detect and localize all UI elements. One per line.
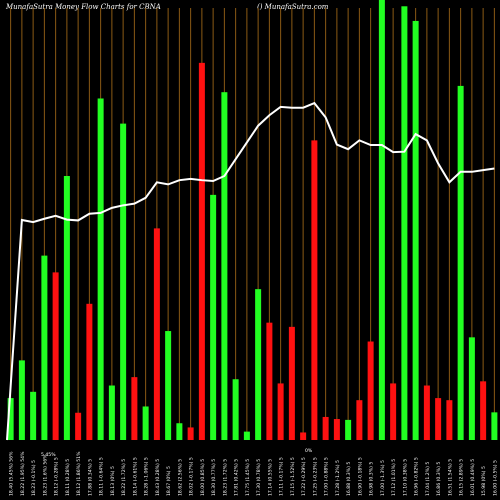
tick-label: 18.11 (-0.64%) 5: [99, 457, 105, 496]
tick-label: 17.30 (0.78%) 5: [256, 459, 262, 496]
trend-line-path: [6, 101, 495, 441]
bar: [131, 377, 138, 440]
bar: [142, 406, 149, 440]
tick-label: 18.14 (-0.61%) 5: [132, 457, 138, 496]
bar: [457, 85, 464, 441]
bar: [412, 20, 419, 440]
bar: [52, 272, 59, 440]
bars: [7, 0, 498, 441]
bar: [41, 255, 48, 440]
tick-label: 17.00 (-0.88%) 5: [324, 457, 330, 496]
change-annotation: 5.45%: [41, 452, 56, 458]
bar: [108, 385, 115, 440]
bar: [435, 398, 442, 440]
bar: [86, 303, 93, 440]
tick-label: 18.11 (0.28%) 5: [65, 459, 71, 496]
bar: [255, 289, 262, 440]
tick-label: 16.96 (-0.82%) 5: [414, 457, 420, 496]
bar: [468, 337, 475, 440]
tick-label: 18.12 (-0.28%) 5: [54, 457, 60, 496]
tick-label: 17.12 (1.01%) 5: [391, 459, 397, 496]
tick-label: 16.15 (2.89%) 5: [459, 459, 465, 496]
tick-label: 18.12 (1.86%) 51%: [76, 451, 82, 496]
bar: [491, 412, 498, 440]
tick-label: 17.75 (1.45%) 5: [245, 459, 251, 496]
bar: [480, 381, 487, 440]
chart-title: MunafaSutra Money Flow Charts for CBNA: [6, 3, 161, 11]
bar: [300, 432, 307, 440]
site-credit: () MunafaSutra.com: [257, 3, 329, 11]
tick-label: 18.62 (2.56%) 5: [177, 459, 183, 496]
tick-label: 16.51 (1.54%) 5: [447, 459, 453, 496]
tick-label: 18.22 (1.72%) 5: [121, 459, 127, 496]
bar: [288, 326, 295, 440]
tick-label: 17.28 (-1.2%) 5: [335, 460, 341, 496]
bar: [198, 62, 205, 441]
tick-label: 17.25 (-0.23%) 5: [312, 457, 318, 496]
bar: [232, 379, 239, 440]
tick-label: 17.11 (-0.17%) 5: [279, 457, 285, 496]
bar: [345, 419, 352, 440]
tick-label: 17.15 (-1.52%) 5: [290, 457, 296, 496]
bar: [221, 92, 228, 440]
tick-label: 18.28 (-1.06%) 5: [144, 457, 150, 496]
bar: [423, 385, 430, 440]
tick-label: 18.22 (1.95%) 54%: [20, 451, 26, 496]
bar: [7, 398, 14, 440]
tick-label: 17.88 (0.34%) 5: [87, 459, 93, 496]
zero-annotation: 0%: [305, 448, 313, 454]
tick-label: 17.00 (-1.3%) 5: [380, 460, 386, 496]
bar: [356, 400, 363, 440]
annotations: 5.45% 0%: [41, 448, 313, 458]
tick-label: 17.22 (-0.29%) 5: [301, 457, 307, 496]
bar: [153, 228, 160, 440]
tick-label: 16.01 (0.49%) 5: [470, 459, 476, 496]
bar: [165, 331, 172, 440]
bar: [97, 98, 104, 440]
tick-label: 16.00 (-0.5%) 5: [492, 460, 498, 496]
tick-label: 17.14 (0.55%) 5: [267, 459, 273, 496]
bar: [378, 0, 385, 441]
bar: [63, 176, 70, 440]
bar: [390, 383, 397, 440]
tick-label: 18.43 (0.28%) 5: [155, 459, 161, 496]
tick-label: 18.23 (1.72%) 5: [222, 459, 228, 496]
bar: [187, 427, 194, 440]
bar: [446, 400, 453, 440]
bar: [266, 322, 273, 440]
bar: [176, 423, 183, 440]
tick-label: 15.98 (0%) 5: [481, 466, 487, 496]
bar: [367, 341, 374, 440]
bar: [18, 360, 25, 440]
tick-label: 17.81 (0.42%) 5: [234, 459, 240, 496]
tick-label: 16.98 (0.3%) 5: [369, 462, 375, 496]
tick-label: 18.40 (5.45%) 56%: [9, 451, 15, 496]
bar: [120, 123, 127, 441]
x-tick-labels: 18.40 (5.45%) 56% 18.22 (1.95%) 54% 18.23 …: [9, 451, 499, 496]
bar: [277, 383, 284, 440]
bar: [333, 419, 340, 440]
bar: [30, 391, 37, 440]
bar: [243, 431, 250, 440]
grid-lines: [10, 8, 495, 440]
tick-label: 18.30 (0.77%) 5: [211, 459, 217, 496]
tick-label: 17.04 (1.2%) 5: [425, 462, 431, 496]
bar: [322, 416, 329, 440]
tick-label: 16.86 (0.3%) 5: [436, 462, 442, 496]
tick-label: 18.02 (-0.17%) 5: [189, 457, 195, 496]
tick-label: 16.90 (-0.18%) 5: [357, 457, 363, 496]
bar: [210, 194, 217, 440]
tick-label: 18.23 (1.6%) 56%: [42, 454, 48, 496]
bar: [75, 412, 82, 440]
tick-label: 18.67 (0%) 5: [166, 466, 172, 496]
tick-label: 18.00 (0.85%) 5: [200, 459, 206, 496]
tick-label: 16.88 (0.3%) 5: [346, 462, 352, 496]
bar: [401, 6, 408, 440]
tick-label: 18.13 (0%) 5: [110, 466, 116, 496]
trend-line: [6, 101, 495, 441]
tick-label: 17.10 (0.38%) 5: [402, 459, 408, 496]
bar: [311, 140, 318, 440]
tick-label: 18.23 (-0.1%) 5: [31, 460, 37, 496]
